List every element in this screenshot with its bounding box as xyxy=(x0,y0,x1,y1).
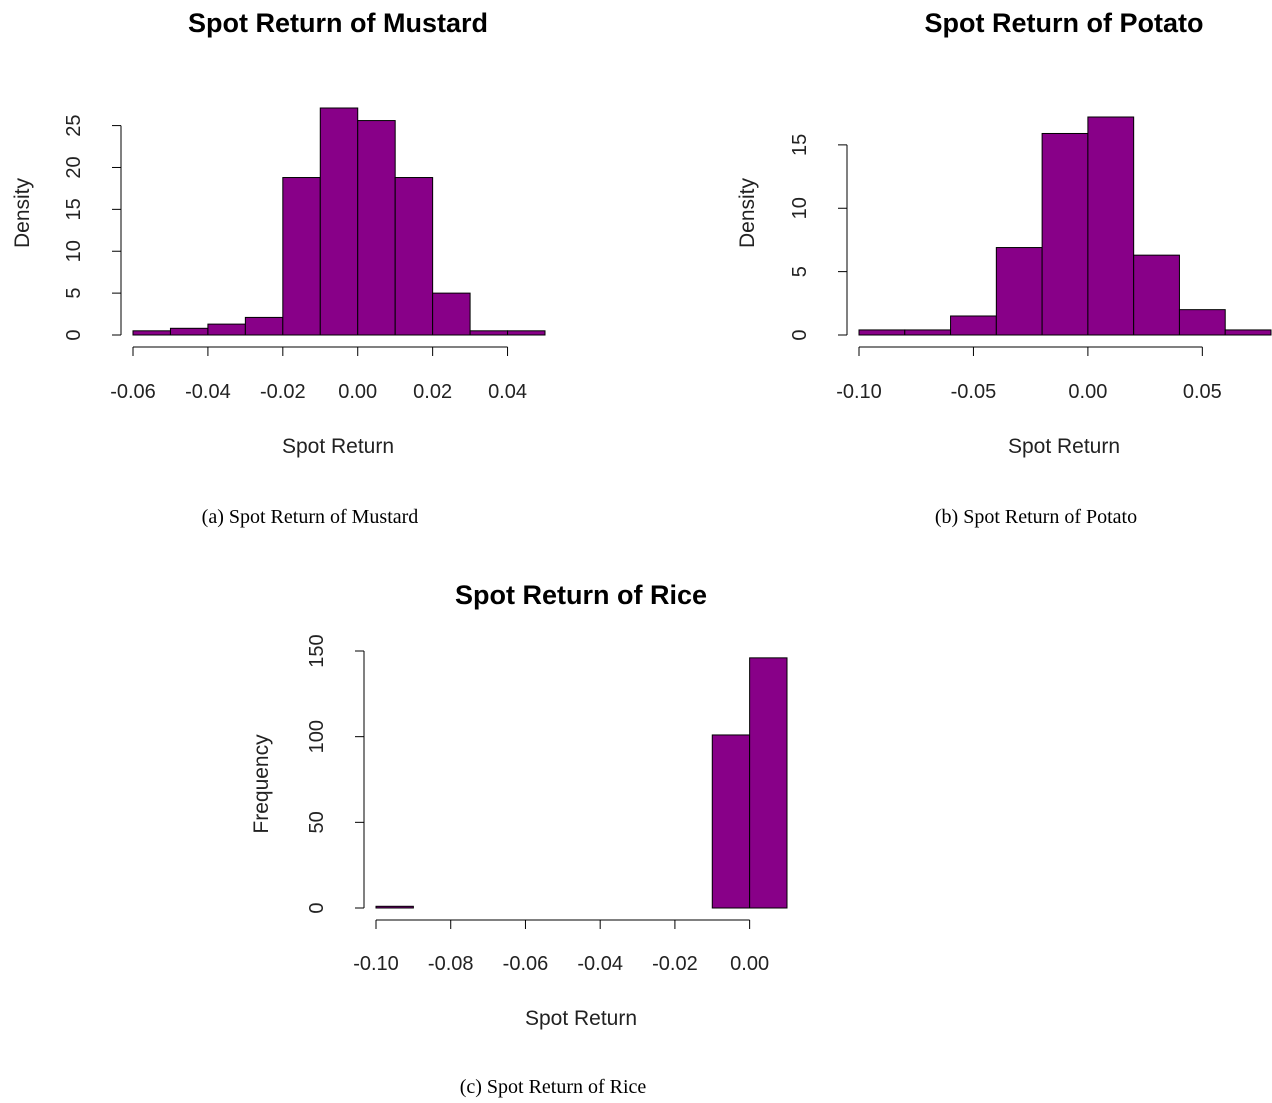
histogram-bar xyxy=(394,177,434,336)
histogram-bar xyxy=(950,315,997,336)
y-tick-label: 25 xyxy=(63,114,85,136)
chart-panel-mustard: Spot Return of Mustard -0.06 -0.04 -0.02 0.0… xyxy=(0,0,580,540)
chart-title: Spot Return of Mustard xyxy=(188,8,488,38)
y-tick-label: 0 xyxy=(789,329,811,340)
chart-title: Spot Return of Rice xyxy=(455,580,707,610)
y-tick-label: 5 xyxy=(63,288,85,299)
y-axis-label: Frequency xyxy=(250,734,273,834)
histogram-bar xyxy=(858,329,906,336)
histogram-bar xyxy=(995,247,1043,336)
x-axis-label: Spot Return xyxy=(282,435,394,458)
x-tick-label: 0.05 xyxy=(1183,381,1222,403)
x-tick-label: -0.10 xyxy=(836,381,882,403)
x-tick-label: -0.06 xyxy=(503,953,549,975)
y-axis-label: Density xyxy=(736,177,759,248)
y-tick-label: 20 xyxy=(63,156,85,178)
y-tick-label: 15 xyxy=(789,134,811,156)
histogram-bar xyxy=(375,905,414,909)
chart-panel-rice: Spot Return of Rice -0.10 -0.08 -0.06 -0.04 -… xyxy=(240,560,860,1103)
histogram-potato: Spot Return of Potato -0.10 -0.05 0.00 0.05 0… xyxy=(736,8,1272,458)
y-tick-label: 50 xyxy=(306,811,328,833)
y-tick-label: 15 xyxy=(63,198,85,220)
x-tick-label: 0.00 xyxy=(338,381,377,403)
histogram-bar xyxy=(711,734,751,909)
x-tick-label: -0.10 xyxy=(353,953,399,975)
x-tick-label: -0.04 xyxy=(577,953,623,975)
x-tick-label: 0.00 xyxy=(1068,381,1107,403)
caption-potato: (b) Spot Return of Potato xyxy=(934,506,1138,528)
histogram-bar xyxy=(319,107,359,336)
x-tick-label: 0.04 xyxy=(488,381,527,403)
y-tick-label: 100 xyxy=(306,720,328,753)
histogram-bar xyxy=(282,177,321,336)
histogram-bar xyxy=(749,657,788,909)
histogram-bar xyxy=(1087,116,1135,336)
x-tick-label: -0.08 xyxy=(428,953,474,975)
histogram-mustard: Spot Return of Mustard -0.06 -0.04 -0.02 0.0… xyxy=(11,8,546,458)
histogram-bar xyxy=(432,292,471,336)
histogram-bar xyxy=(357,120,396,336)
y-tick-label: 10 xyxy=(789,197,811,219)
x-tick-label: 0.02 xyxy=(413,381,452,403)
histogram-bar xyxy=(1224,329,1272,336)
histogram-bar xyxy=(169,327,209,336)
histogram-bar xyxy=(469,330,509,336)
histogram-bar xyxy=(904,329,952,336)
histogram-bar xyxy=(132,330,171,336)
chart-title: Spot Return of Potato xyxy=(925,8,1204,38)
x-tick-label: -0.06 xyxy=(110,381,156,403)
histogram-bar xyxy=(244,316,284,336)
y-tick-label: 0 xyxy=(306,902,328,913)
y-tick-label: 10 xyxy=(63,240,85,262)
histogram-rice: Spot Return of Rice -0.10 -0.08 -0.06 -0.04 -… xyxy=(250,580,788,1030)
histogram-bar xyxy=(1041,132,1089,336)
caption-mustard: (a) Spot Return of Mustard xyxy=(201,506,419,528)
histogram-bar xyxy=(1178,309,1226,336)
caption-rice: (c) Spot Return of Rice xyxy=(459,1076,647,1098)
x-tick-label: -0.02 xyxy=(260,381,306,403)
chart-panel-potato: Spot Return of Potato -0.10 -0.05 0.00 0.05 0… xyxy=(700,0,1272,540)
y-tick-label: 0 xyxy=(63,329,85,340)
x-axis-label: Spot Return xyxy=(1008,435,1120,458)
histogram-bar xyxy=(207,323,246,336)
histogram-bar xyxy=(507,330,546,336)
y-axis-label: Density xyxy=(11,177,34,248)
x-tick-label: -0.02 xyxy=(652,953,698,975)
y-tick-label: 5 xyxy=(789,266,811,277)
x-tick-label: -0.04 xyxy=(185,381,231,403)
x-tick-label: -0.05 xyxy=(951,381,997,403)
x-axis-label: Spot Return xyxy=(525,1007,637,1030)
x-tick-label: 0.00 xyxy=(730,953,769,975)
y-tick-label: 150 xyxy=(306,634,328,667)
histogram-bar xyxy=(1133,254,1180,336)
